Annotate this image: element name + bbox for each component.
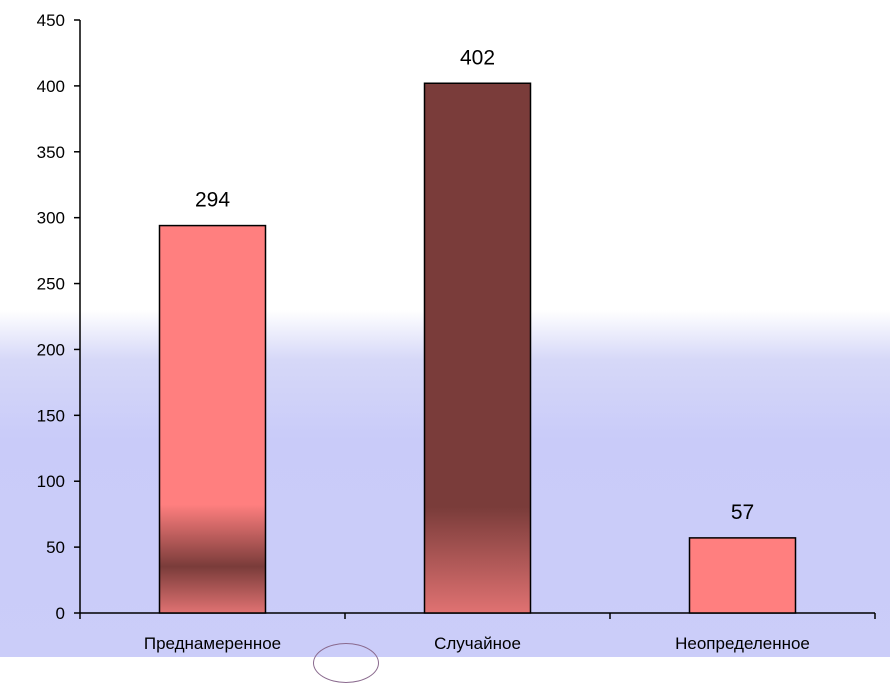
y-tick-label: 450 xyxy=(37,11,65,30)
bar-1 xyxy=(158,224,267,614)
data-labels: 294 402 57 xyxy=(195,46,754,524)
y-tick-label: 400 xyxy=(37,77,65,96)
bar-3 xyxy=(688,537,797,614)
x-category-labels: Преднамеренное Случайное Неопределенное xyxy=(144,634,810,653)
data-label-1: 294 xyxy=(195,189,230,212)
category-label-3: Неопределенное xyxy=(675,634,810,653)
y-tick-label: 200 xyxy=(37,340,65,359)
data-label-2: 402 xyxy=(460,46,495,69)
y-tick-label: 250 xyxy=(37,275,65,294)
bar-2 xyxy=(423,82,532,614)
y-tick-label: 300 xyxy=(37,209,65,228)
y-tick-label: 100 xyxy=(37,472,65,491)
bars xyxy=(158,82,797,614)
decorative-ellipse xyxy=(313,643,379,683)
y-tick-labels: 0 50 100 150 200 250 300 350 400 450 xyxy=(37,11,65,623)
category-label-1: Преднамеренное xyxy=(144,634,281,653)
bar-chart: 0 50 100 150 200 250 300 350 400 450 Преднамеренн… xyxy=(37,11,876,653)
data-label-3: 57 xyxy=(731,501,754,524)
y-tick-label: 0 xyxy=(56,604,65,623)
y-tick-label: 150 xyxy=(37,406,65,425)
y-tick-label: 350 xyxy=(37,143,65,162)
y-tick-label: 50 xyxy=(46,538,65,557)
category-label-2: Случайное xyxy=(434,634,521,653)
